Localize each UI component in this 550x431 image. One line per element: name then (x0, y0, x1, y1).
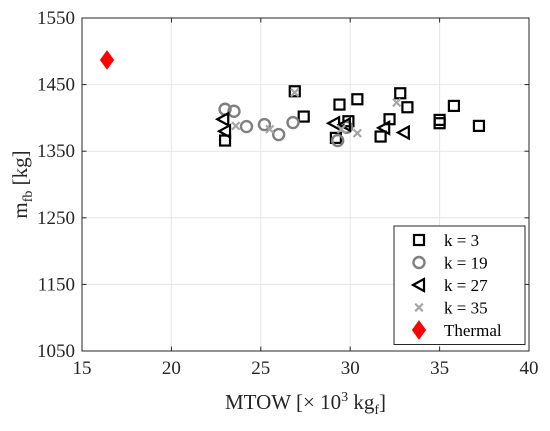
data-point (239, 119, 254, 134)
data-point (231, 121, 241, 131)
data-point (395, 124, 410, 141)
data-point (339, 120, 354, 134)
data-point (227, 104, 241, 118)
y-tick-label: 1250 (37, 208, 75, 229)
data-point (265, 124, 275, 134)
data-point (336, 124, 346, 134)
y-tick-label: 1050 (37, 341, 75, 362)
data-point (288, 85, 301, 98)
x-tick-label: 35 (430, 358, 449, 379)
y-tick-label: 1450 (37, 75, 75, 96)
data-point (392, 98, 402, 108)
y-tick-label: 1350 (37, 141, 75, 162)
y-tick-label: 1550 (37, 8, 75, 29)
series-group (231, 88, 402, 138)
series-group (214, 111, 410, 141)
data-point (375, 120, 391, 136)
legend-marker (410, 277, 426, 293)
legend-marker (412, 255, 426, 270)
x-tick-label: 20 (162, 358, 181, 379)
legend-label: k = 27 (444, 276, 488, 295)
series-group (99, 50, 115, 70)
data-point (447, 99, 461, 113)
data-point (216, 123, 232, 140)
axis-ticks: 15 20 25 30 35 40 1050 1150 1250 1350 1450 1550 (37, 8, 539, 379)
legend-label: Thermal (444, 321, 502, 340)
data-point (330, 133, 345, 148)
legend-label: k = 19 (444, 254, 488, 273)
legend-marker (414, 302, 424, 313)
x-tick-label: 25 (251, 358, 270, 379)
legend-label: k = 35 (444, 299, 488, 318)
data-point (325, 115, 341, 132)
data-point (352, 128, 362, 138)
data-point (472, 119, 486, 132)
data-point (374, 130, 387, 143)
x-tick-label: 40 (520, 358, 539, 379)
data-point (401, 101, 414, 114)
data-point (333, 98, 346, 111)
data-point (351, 93, 364, 106)
x-tick-label: 15 (73, 358, 92, 379)
data-point (286, 115, 300, 130)
x-axis-label: MTOW [× 103 kgf] (225, 390, 386, 418)
data-points (99, 50, 486, 148)
data-point (271, 127, 286, 142)
series-group (218, 85, 486, 147)
data-point (297, 110, 310, 123)
data-point (214, 111, 230, 128)
series-group (218, 102, 354, 148)
data-point (290, 88, 300, 98)
legend-marker (412, 233, 426, 247)
data-point (99, 50, 115, 70)
x-tick-label: 30 (341, 358, 360, 379)
y-axis-label: mfb [kg] (8, 150, 36, 218)
legend-label: k = 3 (444, 231, 479, 250)
data-point (329, 131, 342, 144)
data-point (433, 113, 446, 126)
data-point (257, 117, 272, 132)
plot-frame (81, 17, 530, 352)
data-point (394, 87, 407, 100)
legend: k = 3 k = 19 k = 27 k = 35 Thermal (393, 225, 526, 345)
legend-marker (411, 320, 427, 340)
y-tick-label: 1150 (38, 274, 75, 295)
